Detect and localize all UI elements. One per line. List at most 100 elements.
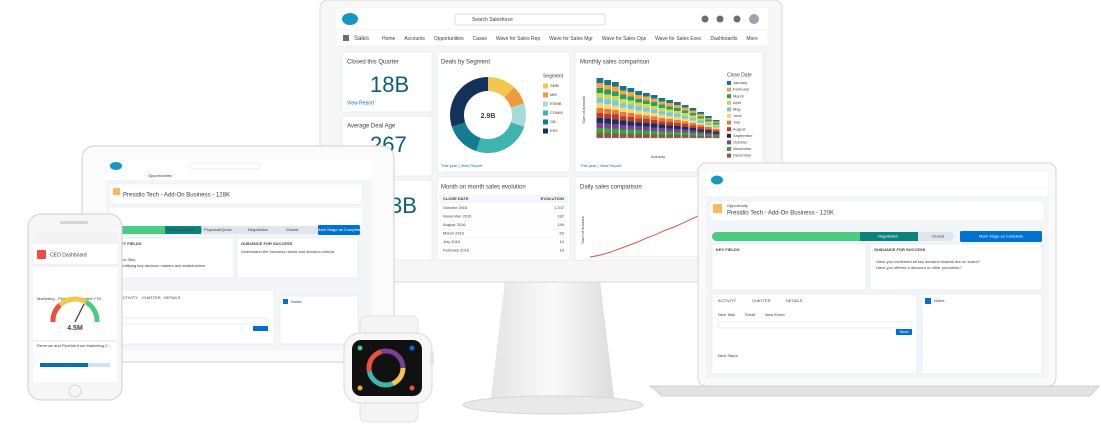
legend-swatch [727,100,731,105]
table-cell: March 2016 [443,231,465,236]
legend-swatch [727,147,731,151]
table-header-bg [439,195,568,203]
x-axis-label: Industry [651,154,665,159]
card-footer[interactable]: This year | View Report [441,163,483,168]
complete-button[interactable]: Mark Stage as Complete [317,227,362,232]
watch-part [357,345,363,351]
save-button[interactable]: Save [899,329,909,334]
tablet-part [113,289,275,345]
card-title: Month on month sales evolution [441,185,526,191]
phone-part [40,363,88,367]
laptop: Opportunity Presidio Tech - Add-On Busin… [648,162,1101,397]
legend-swatch [543,128,548,134]
phone-part [33,264,117,267]
search-box[interactable]: Search Salesforce [472,17,513,23]
complete-button[interactable]: Mark Stage as Complete [979,234,1024,239]
nav-tab[interactable]: Home [382,36,396,42]
bar [658,98,666,138]
tablet-part [279,295,359,345]
record-tab[interactable]: CHATTER [752,298,771,303]
laptop-part [925,298,931,304]
watch-part [366,348,406,388]
card-footer[interactable]: This year | View Report [580,163,622,168]
bar [643,93,650,138]
record-tab[interactable]: DETAILS [786,298,803,303]
laptop-part [713,204,722,213]
table-cell: 182 [557,214,564,219]
record-tab[interactable]: ACTIVITY [718,298,736,303]
field-value: Identifying key decision makers and stak… [118,263,206,268]
nav-tab[interactable]: Accounts [404,36,425,42]
record-tab[interactable]: CHATTER [142,295,161,300]
bar [619,86,627,138]
nav-tab[interactable]: Dashboards [710,36,737,42]
guidance-item: Have you offered a discount or other pro… [876,265,963,270]
table-cell: July 2016 [443,239,461,244]
stage-label[interactable]: Negotiation [878,234,898,239]
action-tab[interactable]: New Task [718,312,735,317]
nav-tab[interactable]: Wave for Sales Exec [655,36,702,42]
donut-segment [504,87,525,108]
laptop-part [709,200,1045,222]
nav-tab[interactable]: Wave for Sales Mgr [549,36,593,42]
donut-segment [451,122,481,152]
action-tab[interactable]: New Event [765,312,785,317]
stage-label[interactable]: Proposal/Quote [204,227,233,232]
stage-label[interactable]: Closed [286,227,298,232]
stage-label[interactable]: Closed [932,234,944,239]
tablet-part [283,299,288,304]
watch-part [357,385,363,391]
watch [343,315,434,423]
bar [712,120,720,138]
legend-label: December [733,153,752,158]
record-tab[interactable]: DETAILS [164,295,181,300]
gauge-value: 4.5M [67,325,83,332]
monitor-part [733,15,741,23]
app-name: Sales [354,36,369,42]
guidance-item: Have you confirmed all key decision make… [876,259,981,264]
laptop-part [921,293,1043,375]
section-title: GUIDANCE FOR SUCCESS [241,241,293,246]
nav-tab[interactable]: Wave for Sales Ops [602,36,647,42]
monitor-part [343,35,349,41]
laptop-part [896,329,912,335]
legend-swatch [727,87,731,92]
legend-label: ENT [550,128,559,133]
section-title: Next Steps [718,353,738,358]
legend-swatch [727,153,731,158]
nav-tab[interactable]: Wave for Sales Rep [496,36,540,42]
table-cell: 10 [560,248,565,253]
bar [697,112,704,138]
monitor-part [749,14,759,24]
laptop-part [869,243,1043,291]
view-report-link[interactable]: View Report [347,100,375,106]
monitor-part [701,15,709,23]
phone-part [58,296,88,307]
legend-label: May [733,106,741,111]
bar [705,116,712,138]
record-tab[interactable]: ACTIVITY [120,295,138,300]
tablet-part [236,237,359,279]
nav-tab[interactable]: Cases [473,36,488,42]
tablet-part [113,188,120,195]
stage-label[interactable]: Needs Analysis [166,227,193,232]
legend-label: September [733,133,753,138]
bar [681,105,689,138]
nav-tab[interactable]: Opportunities [434,36,464,42]
legend-label: October [733,139,748,144]
legend-swatch [727,120,731,125]
legend-label: GB [550,119,556,124]
monitor-part [342,13,358,25]
monitor-part [716,15,724,23]
card-title: Deals by Segment [441,60,490,66]
phone-part [33,340,117,342]
stage-label[interactable]: Negotiation [248,227,268,232]
dashboard-title: CEO Dashboard [50,252,87,258]
laptop-part [711,175,723,185]
nav-tab[interactable]: Opportunities [148,173,172,178]
watch-part [409,385,415,391]
bar [596,78,604,138]
nav-tab[interactable]: More [746,36,758,42]
action-tab[interactable]: Email [745,312,755,317]
